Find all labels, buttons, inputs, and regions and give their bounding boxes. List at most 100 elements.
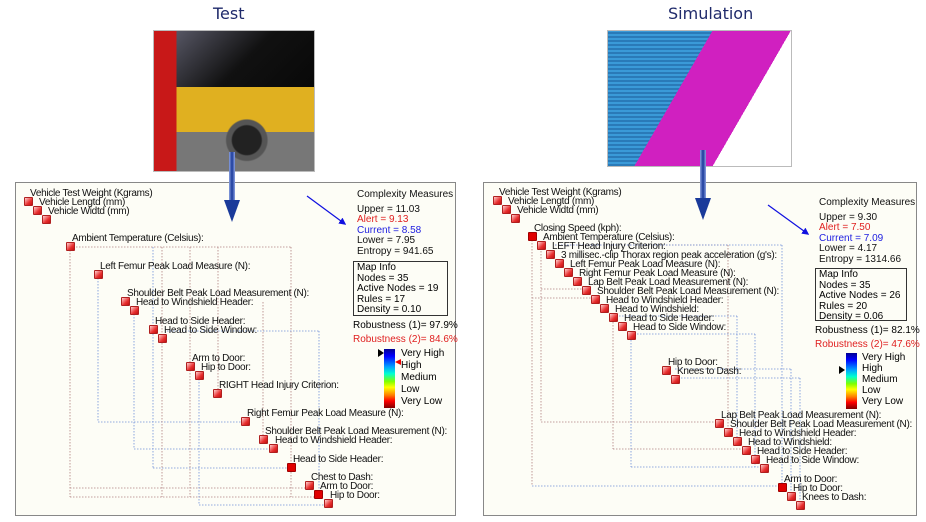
test-robustness-1: Robustness (1)= 97.9% xyxy=(353,320,458,331)
map-node[interactable] xyxy=(528,232,537,241)
simulation-map-panel xyxy=(483,182,917,516)
map-node[interactable] xyxy=(760,464,769,473)
map-node[interactable] xyxy=(591,295,600,304)
map-node[interactable] xyxy=(42,215,51,224)
map-node[interactable] xyxy=(158,334,167,343)
node-label: RIGHT Head Injury Criterion: xyxy=(219,380,339,391)
node-label: Head to Side Window: xyxy=(766,455,859,466)
node-label: Knees to Dash: xyxy=(802,492,867,503)
map-node[interactable] xyxy=(564,268,573,277)
map-node[interactable] xyxy=(662,366,671,375)
scale-label-very-high: Very High xyxy=(401,348,445,359)
map-node[interactable] xyxy=(796,501,805,510)
node-label: Head to Side Header: xyxy=(293,454,384,465)
scale-label-high: High xyxy=(401,360,422,371)
map-node[interactable] xyxy=(537,241,546,250)
simulation-pointer-arrow xyxy=(767,204,810,235)
active-nodes-count: Active Nodes = 26 xyxy=(819,290,901,301)
node-label: Vehicle Lengtd (mm) xyxy=(39,197,126,208)
map-node[interactable] xyxy=(546,250,555,259)
node-label: Knees to Dash: xyxy=(677,366,742,377)
test-down-arrow xyxy=(224,152,240,222)
map-node[interactable] xyxy=(33,206,42,215)
map-info-title: Map Info xyxy=(819,269,858,280)
node-label: Shoulder Belt Peak Load Measurement (N): xyxy=(730,419,912,430)
simulation-mesh-photo xyxy=(607,30,792,167)
node-label: Head to Side Window: xyxy=(164,325,257,336)
nodes-count: Nodes = 35 xyxy=(357,272,409,284)
node-label: Head to Side Header: xyxy=(757,446,848,457)
node-label: Arm to Door: xyxy=(320,481,374,492)
map-node[interactable] xyxy=(715,419,724,428)
map-node[interactable] xyxy=(259,435,268,444)
node-label: Head to Side Window: xyxy=(633,322,726,333)
map-node[interactable] xyxy=(724,428,733,437)
map-node[interactable] xyxy=(502,205,511,214)
map-node[interactable] xyxy=(314,490,323,499)
simulation-map-info: Map Info Nodes = 35 Active Nodes = 26 Ru… xyxy=(815,268,907,322)
current-value: Current = 7.09 xyxy=(819,232,884,244)
node-label: Vehicle Test Weight (Kgrams) xyxy=(30,188,153,199)
map-node[interactable] xyxy=(305,481,314,490)
map-node[interactable] xyxy=(66,242,75,251)
node-label: Ambient Temperature (Celsius): xyxy=(72,233,204,244)
map-node[interactable] xyxy=(787,492,796,501)
map-node[interactable] xyxy=(618,322,627,331)
map-node[interactable] xyxy=(609,313,618,322)
lower-value: Lower = 4.17 xyxy=(819,243,878,254)
map-node[interactable] xyxy=(241,417,250,426)
map-node[interactable] xyxy=(121,297,130,306)
entropy-value: Entropy = 941.65 xyxy=(357,245,434,257)
scale-label-medium: Medium xyxy=(862,374,898,385)
simulation-complexity-measures: Complexity Measures Upper = 9.30 Alert =… xyxy=(819,197,916,265)
node-label: Left Femur Peak Load Measure (N): xyxy=(570,259,721,270)
scale-label-very-low: Very Low xyxy=(862,396,904,407)
simulation-down-arrow xyxy=(695,150,711,220)
map-node[interactable] xyxy=(130,306,139,315)
map-node[interactable] xyxy=(778,483,787,492)
test-pointer-arrow xyxy=(306,195,347,225)
rules-count: Rules = 17 xyxy=(357,293,406,305)
current-value: Current = 8.58 xyxy=(357,224,422,236)
density-value: Density = 0.06 xyxy=(819,311,884,322)
node-label: Head to Side Header: xyxy=(155,316,246,327)
map-node[interactable] xyxy=(511,214,520,223)
map-node[interactable] xyxy=(573,277,582,286)
scale-label-low: Low xyxy=(401,384,420,395)
node-label: Arm to Door: xyxy=(784,474,838,485)
node-label: Head to Windshield Header: xyxy=(606,295,724,306)
map-node[interactable] xyxy=(555,259,564,268)
test-complexity-measures: Complexity Measures Upper = 11.03 Alert … xyxy=(357,189,454,257)
map-node[interactable] xyxy=(269,444,278,453)
upper-value: Upper = 9.30 xyxy=(819,211,878,223)
map-node[interactable] xyxy=(733,437,742,446)
map-node[interactable] xyxy=(287,463,296,472)
map-node[interactable] xyxy=(600,304,609,313)
map-node[interactable] xyxy=(582,286,591,295)
node-label: Shoulder Belt Peak Load Measurement (N): xyxy=(127,288,309,299)
complexity-title: Complexity Measures xyxy=(819,197,916,208)
node-label: Hip to Door: xyxy=(330,490,380,501)
nodes-count: Nodes = 35 xyxy=(819,279,871,291)
map-node[interactable] xyxy=(195,371,204,380)
alert-value: Alert = 7.50 xyxy=(819,222,871,233)
test-title: Test xyxy=(213,4,245,23)
map-node[interactable] xyxy=(627,331,636,340)
map-node[interactable] xyxy=(751,455,760,464)
map-node[interactable] xyxy=(324,499,333,508)
node-label: Head to Windshield Header: xyxy=(739,428,857,439)
map-info-title: Map Info xyxy=(357,262,396,273)
complexity-title: Complexity Measures xyxy=(357,189,454,200)
map-node[interactable] xyxy=(149,325,158,334)
map-node[interactable] xyxy=(24,197,33,206)
node-label: Vehicle Widtd (mm) xyxy=(48,206,130,217)
simulation-robustness-1: Robustness (1)= 82.1% xyxy=(815,325,920,336)
map-node[interactable] xyxy=(94,270,103,279)
map-node[interactable] xyxy=(493,196,502,205)
map-node[interactable] xyxy=(742,446,751,455)
crash-test-photo xyxy=(153,30,315,172)
map-node[interactable] xyxy=(671,375,680,384)
entropy-value: Entropy = 1314.66 xyxy=(819,253,902,265)
map-node[interactable] xyxy=(186,362,195,371)
map-node[interactable] xyxy=(213,389,222,398)
